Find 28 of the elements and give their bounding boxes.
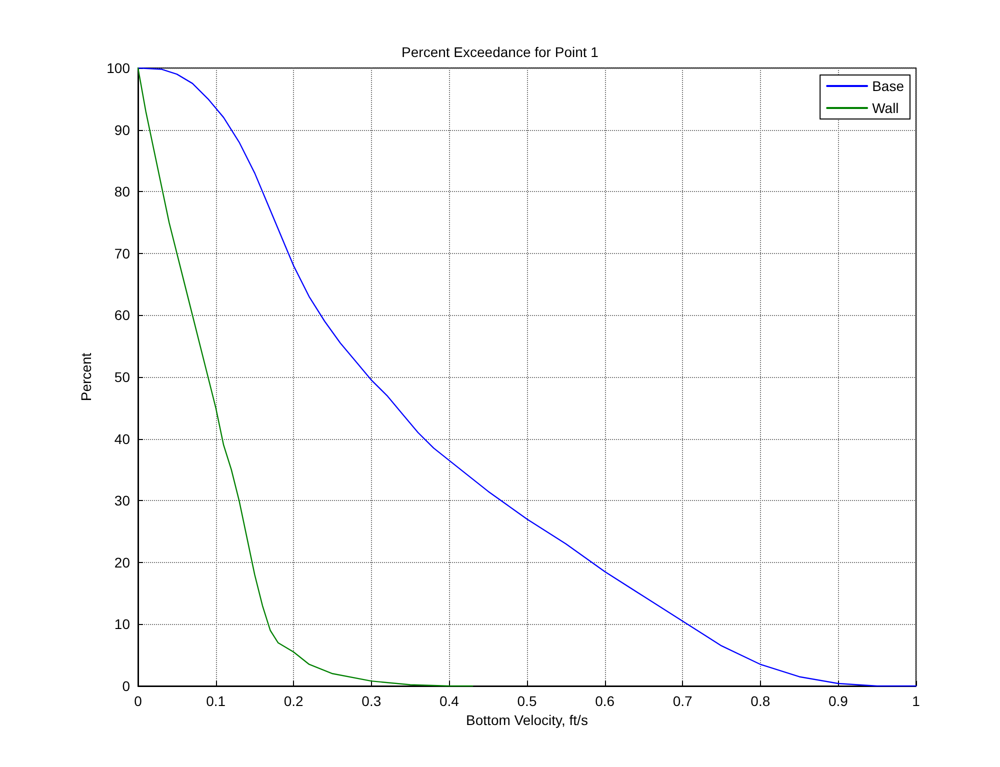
x-tick-label: 0.9 <box>828 693 848 709</box>
y-axis-title: Percent <box>78 352 94 402</box>
y-tick-label: 100 <box>106 60 130 76</box>
legend-label: Wall <box>872 100 899 116</box>
y-tick-label: 60 <box>114 307 130 324</box>
x-tick-label: 0.1 <box>206 693 226 709</box>
y-tick-label: 70 <box>114 245 130 262</box>
x-tick-label: 1 <box>912 693 920 709</box>
y-tick-label: 80 <box>114 184 130 200</box>
x-tick-label: 0.5 <box>517 693 537 709</box>
legend-label: Base <box>872 78 904 94</box>
y-tick-label: 40 <box>114 430 130 447</box>
y-tick-label: 30 <box>114 492 130 509</box>
y-tick-label: 90 <box>114 122 130 138</box>
line-series <box>137 67 917 687</box>
y-tick-label: 10 <box>114 616 130 632</box>
x-tick-label: 0.6 <box>595 693 615 709</box>
x-tick-label: 0.3 <box>362 693 382 709</box>
x-tick-label: 0.7 <box>672 693 693 709</box>
y-tick-label: 0 <box>122 678 130 694</box>
chart-title: Percent Exceedance for Point 1 <box>402 44 599 60</box>
y-tick-label: 20 <box>114 554 130 570</box>
x-tick-label: 0.4 <box>439 693 460 709</box>
x-tick-label: 0.8 <box>750 693 770 709</box>
y-tick-label: 50 <box>114 369 130 385</box>
x-tick-label: 0 <box>134 693 142 709</box>
x-axis-title: Bottom Velocity, ft/s <box>466 712 588 728</box>
x-tick-label: 0.2 <box>284 693 304 709</box>
